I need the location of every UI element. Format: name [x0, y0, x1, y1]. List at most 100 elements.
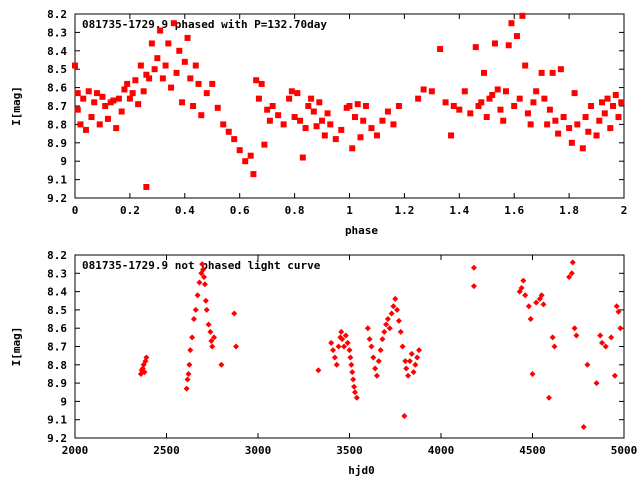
data-point	[208, 338, 215, 345]
data-point	[508, 20, 515, 27]
data-point	[518, 284, 525, 291]
data-point	[118, 108, 125, 115]
data-point	[347, 354, 354, 361]
x-tick-label: 1.4	[449, 204, 469, 217]
y-tick-label: 8.3	[47, 26, 67, 39]
data-point	[261, 141, 268, 148]
data-point	[132, 77, 139, 84]
data-point	[330, 347, 337, 354]
y-tick-label: 8.2	[47, 249, 67, 262]
data-point	[351, 389, 358, 396]
data-point	[179, 99, 186, 106]
data-point	[412, 361, 419, 368]
data-point	[527, 121, 534, 128]
y-tick-label: 8.7	[47, 341, 67, 354]
data-point	[348, 361, 355, 368]
data-point	[420, 86, 427, 93]
data-point	[91, 99, 98, 106]
data-point	[383, 321, 390, 328]
x-tick-label: 1.8	[559, 204, 579, 217]
data-point	[291, 114, 298, 121]
data-point	[328, 339, 335, 346]
data-point	[269, 103, 276, 109]
data-point	[546, 106, 553, 113]
x-tick-label: 4000	[428, 444, 455, 457]
data-point	[202, 297, 209, 304]
data-point	[350, 376, 357, 383]
data-point	[203, 90, 210, 97]
data-point	[302, 125, 309, 132]
y-tick-label: 9.2	[47, 432, 67, 445]
data-point	[410, 369, 417, 376]
data-point	[113, 125, 120, 132]
data-point	[146, 75, 153, 82]
y-tick-label: 8.8	[47, 118, 67, 131]
data-point	[472, 44, 479, 51]
data-point	[384, 108, 391, 115]
data-point	[183, 385, 190, 392]
data-point	[448, 132, 455, 139]
data-point	[607, 125, 614, 132]
x-tick-label: 3500	[336, 444, 363, 457]
data-point	[184, 34, 191, 41]
data-point	[233, 343, 240, 350]
data-point	[288, 88, 295, 95]
data-point	[596, 117, 603, 124]
data-point	[201, 281, 208, 288]
data-point	[530, 99, 537, 106]
data-point	[192, 306, 199, 313]
data-point	[588, 103, 595, 109]
y-tick-label: 8.3	[47, 267, 67, 280]
data-point	[584, 361, 591, 368]
data-point	[377, 347, 384, 354]
y-tick-label: 8.6	[47, 82, 67, 95]
data-point	[181, 58, 188, 65]
data-point	[141, 369, 148, 376]
data-point	[242, 158, 249, 165]
y-axis-label: I[mag]	[10, 86, 23, 126]
x-axis-label: phase	[345, 224, 378, 237]
data-point	[190, 316, 197, 323]
data-point	[388, 310, 395, 317]
data-point	[384, 316, 391, 323]
data-point	[354, 101, 361, 108]
data-point	[82, 126, 89, 133]
x-tick-label: 1.2	[394, 204, 414, 217]
data-point	[250, 171, 257, 178]
data-point	[560, 114, 567, 121]
data-point	[545, 394, 552, 401]
data-point	[353, 394, 360, 401]
data-point	[368, 343, 375, 350]
data-point	[533, 88, 540, 95]
x-tick-label: 1.6	[504, 204, 524, 217]
data-point	[489, 91, 496, 98]
data-point	[375, 358, 382, 365]
data-point	[395, 103, 402, 109]
data-point	[214, 104, 221, 111]
data-point	[200, 266, 207, 273]
data-point	[574, 121, 581, 128]
data-point	[394, 306, 401, 313]
data-point	[538, 292, 545, 299]
data-point	[102, 103, 109, 109]
data-point	[157, 27, 164, 34]
data-point	[618, 99, 625, 106]
data-point	[313, 123, 320, 130]
data-point	[74, 90, 81, 97]
data-point	[77, 121, 84, 128]
data-point	[500, 117, 507, 124]
data-point	[379, 336, 386, 343]
data-point	[617, 325, 624, 332]
data-point	[165, 40, 172, 47]
data-point	[571, 90, 578, 97]
data-point	[573, 332, 580, 339]
y-tick-label: 8.5	[47, 63, 67, 76]
data-point	[207, 328, 214, 335]
y-tick-label: 8.8	[47, 359, 67, 372]
data-point	[520, 277, 527, 284]
data-point	[362, 103, 369, 109]
data-point	[264, 106, 271, 113]
data-point	[162, 62, 169, 69]
data-point	[456, 106, 463, 113]
